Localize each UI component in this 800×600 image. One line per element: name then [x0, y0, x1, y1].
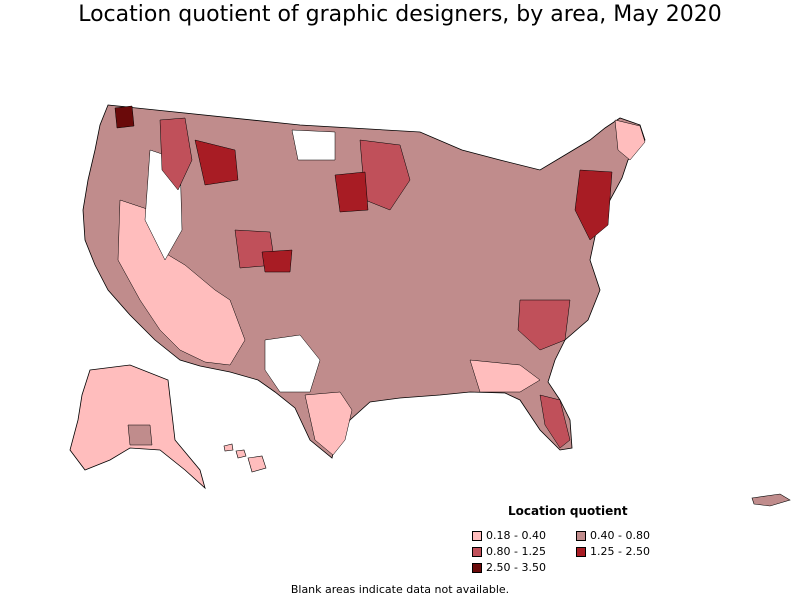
legend-label-3: 1.25 - 2.50	[590, 545, 650, 558]
region-light-ne	[614, 119, 646, 161]
region-blank-nd	[291, 129, 336, 161]
legend-label-2: 0.80 - 1.25	[486, 545, 546, 558]
legend-item-4: 2.50 - 3.50	[472, 561, 546, 574]
legend-swatch-0	[472, 530, 482, 541]
region-high-montana	[194, 139, 239, 186]
legend-swatch-3	[576, 546, 586, 557]
region-top-seattle	[114, 105, 135, 129]
legend-swatch-2	[472, 546, 482, 557]
legend-item-3: 1.25 - 2.50	[576, 545, 650, 558]
region-high-mn	[334, 171, 369, 213]
region-blank-texas	[264, 334, 321, 393]
legend-label-0: 0.18 - 0.40	[486, 529, 546, 542]
region-light-south	[469, 359, 541, 393]
legend-item-1: 0.40 - 0.80	[576, 529, 650, 542]
region-mid-idaho	[159, 117, 193, 191]
puerto-rico-shape	[751, 493, 791, 507]
region-light-texas	[304, 391, 353, 456]
region-high-co	[261, 249, 293, 273]
alaska-region-mid	[127, 424, 153, 446]
map-title: Location quotient of graphic designers, …	[78, 2, 722, 27]
region-high-east	[574, 169, 613, 241]
footnote: Blank areas indicate data not available.	[290, 583, 510, 596]
legend-swatch-4	[472, 562, 482, 573]
legend-title: Location quotient	[508, 504, 628, 518]
legend-item-2: 0.80 - 1.25	[472, 545, 546, 558]
legend-item-0: 0.18 - 0.40	[472, 529, 546, 542]
legend-label-1: 0.40 - 0.80	[590, 529, 650, 542]
legend-label-4: 2.50 - 3.50	[486, 561, 546, 574]
legend-swatch-1	[576, 530, 586, 541]
hawaii-islands	[223, 443, 267, 473]
region-mid-florida	[539, 394, 571, 449]
region-mid-southeast	[517, 299, 571, 351]
